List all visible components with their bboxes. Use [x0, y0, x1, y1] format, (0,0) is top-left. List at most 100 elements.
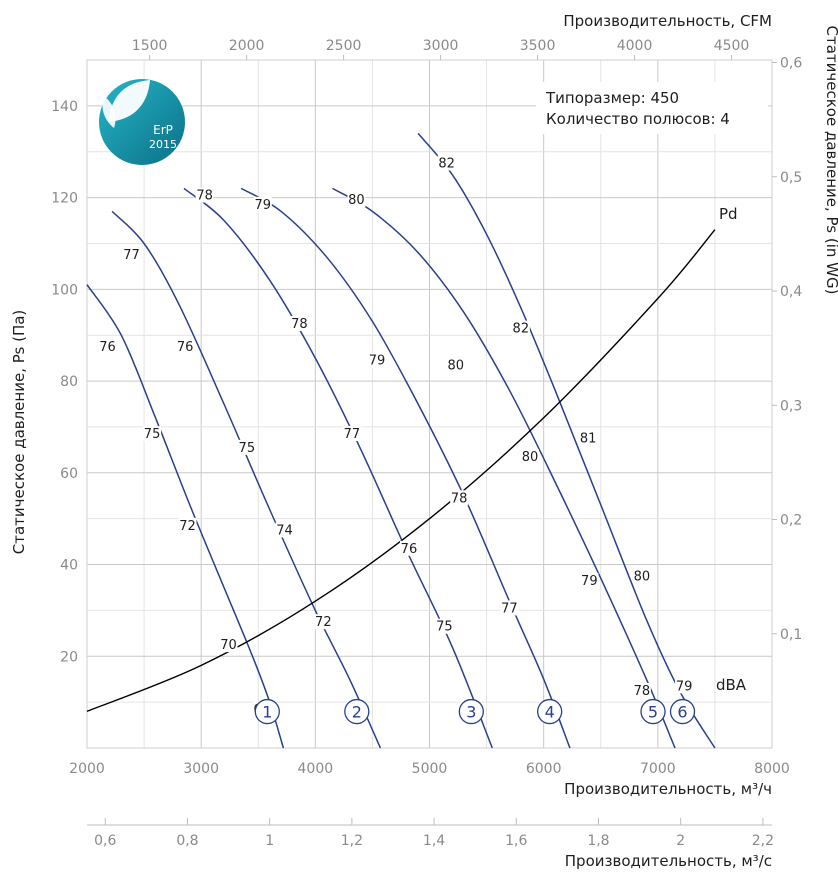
curve-label: 77: [344, 427, 361, 442]
curve-label: 70: [220, 638, 237, 653]
right-tick-label: 0,3: [780, 398, 802, 414]
top-tick-label: 3500: [520, 38, 556, 54]
curve-label: 79: [369, 354, 386, 369]
bottom-tick-label: 8000: [754, 761, 790, 777]
left-tick-label: 100: [51, 282, 78, 298]
curve-label-bg: [275, 522, 294, 538]
curve-label-bg: [143, 426, 162, 442]
left-tick-labels: 20 40 60 80 100 120 140: [51, 99, 78, 665]
curve-label: 80: [634, 569, 651, 584]
right-tick-labels: 0,1 0,2 0,3 0,4 0,5 0,6: [772, 56, 802, 643]
curve-label-bg: [520, 449, 539, 465]
grid: [86, 60, 773, 748]
secondary-tick-label: 1,6: [505, 833, 527, 849]
erp-badge-year: 2015: [149, 138, 177, 151]
curve-label: 76: [99, 340, 116, 355]
info-poles: Количество полюсов: 4: [546, 110, 730, 128]
curve-label: 77: [501, 601, 518, 616]
dba-label: dBA: [716, 676, 747, 694]
curve-label-bg: [511, 320, 530, 336]
curve-number-1: 1: [262, 703, 272, 722]
curve-label-bg: [675, 678, 694, 694]
fan-curve-5: [332, 187, 676, 749]
curve-label-bg: [632, 682, 651, 698]
left-tick-label: 80: [60, 374, 78, 390]
curve-label: 79: [255, 198, 272, 213]
curve-label: 76: [177, 340, 194, 355]
bottom-tick-label: 3000: [183, 761, 219, 777]
right-tick-label: 0,1: [780, 627, 802, 643]
curve-number-circle-4: [537, 698, 563, 725]
info-box-background: [536, 82, 768, 134]
right-tick-label: 0,6: [780, 56, 802, 72]
curve-number-circle-2: [344, 698, 370, 725]
curve-label-bg: [176, 338, 195, 354]
curve-label-bg: [500, 600, 519, 616]
curve-label-bg: [367, 352, 386, 368]
curve-label-bg: [253, 196, 272, 212]
bottom-tick-label: 4000: [298, 761, 334, 777]
curve-label-bg: [435, 618, 454, 634]
bottom-tick-label: 6000: [526, 761, 562, 777]
curve-label-bg: [632, 568, 651, 584]
pd-curve: [86, 229, 716, 712]
left-tick-label: 40: [60, 558, 78, 574]
info-size: Типоразмер: 450: [545, 89, 679, 107]
curve-number-4: 4: [545, 703, 555, 722]
curve-label: 74: [276, 523, 293, 538]
curve-label-bg: [437, 155, 456, 171]
curve-label: 82: [513, 322, 530, 337]
secondary-tick-label: 1,2: [341, 833, 363, 849]
fan-curve-4: [240, 187, 571, 749]
curve-label: 72: [179, 519, 196, 534]
curve-label: 75: [144, 427, 161, 442]
top-tick-label: 4500: [714, 38, 750, 54]
secondary-tick-label: 1,8: [587, 833, 609, 849]
curve-label-bg: [450, 490, 469, 506]
curve-label: 80: [447, 358, 464, 373]
top-tick-label: 3000: [423, 38, 459, 54]
pd-label: Pd: [719, 205, 738, 223]
curve-label: 79: [581, 574, 598, 589]
leaf-icon-small: [102, 96, 116, 128]
curve-label: 80: [522, 450, 539, 465]
curve-label: 78: [196, 189, 213, 204]
curve-label-bg: [314, 614, 333, 630]
bottom-tick-label: 2000: [69, 761, 105, 777]
curve-label-bg: [237, 439, 256, 455]
curve-number-circle-3: [458, 698, 484, 725]
curve-label: 82: [438, 156, 455, 171]
left-axis-title: Статическое давление, Ps (Па): [10, 310, 28, 555]
erp-badge: ErP 2015: [99, 79, 185, 165]
secondary-bottom-tick-labels: 0,6 0,8 1 1,2 1,4 1,6 1,8 2 2,2: [94, 818, 774, 849]
bottom-tick-label: 5000: [412, 761, 448, 777]
fan-curve-6: [417, 132, 716, 749]
secondary-bottom-axis-title: Производительность, м³/с: [565, 852, 772, 870]
leaf-icon: [108, 80, 150, 122]
top-tick-labels: 1500 2000 2500 3000 3500 4000 4500: [132, 38, 750, 60]
right-tick-label: 0,2: [780, 513, 802, 529]
info-box: Типоразмер: 450 Количество полюсов: 4: [536, 82, 768, 134]
curve-label: 76: [401, 542, 418, 557]
top-tick-label: 2500: [326, 38, 362, 54]
curve-label: 75: [239, 441, 256, 456]
top-tick-label: 2000: [229, 38, 265, 54]
curve-number-3: 3: [466, 703, 476, 722]
left-tick-label: 20: [60, 649, 78, 665]
curve-label: 78: [291, 317, 308, 332]
curve-number-circle-5: [640, 698, 666, 725]
secondary-tick-label: 0,6: [94, 833, 116, 849]
left-tick-label: 60: [60, 466, 78, 482]
plot-frame: [86, 59, 773, 749]
curve-label: 75: [436, 620, 453, 635]
bottom-tick-label: 7000: [640, 761, 676, 777]
curve-number-5: 5: [648, 703, 658, 722]
secondary-tick-label: 2,2: [752, 833, 774, 849]
bottom-axis-title: Производительность, м³/ч: [564, 780, 772, 798]
curve-label-bg: [219, 637, 238, 653]
curve-number-circle-6: [669, 698, 696, 725]
curve-number-6: 6: [677, 703, 687, 722]
fan-curve-2: [111, 210, 382, 749]
curve-number-circle-1: [254, 698, 280, 725]
